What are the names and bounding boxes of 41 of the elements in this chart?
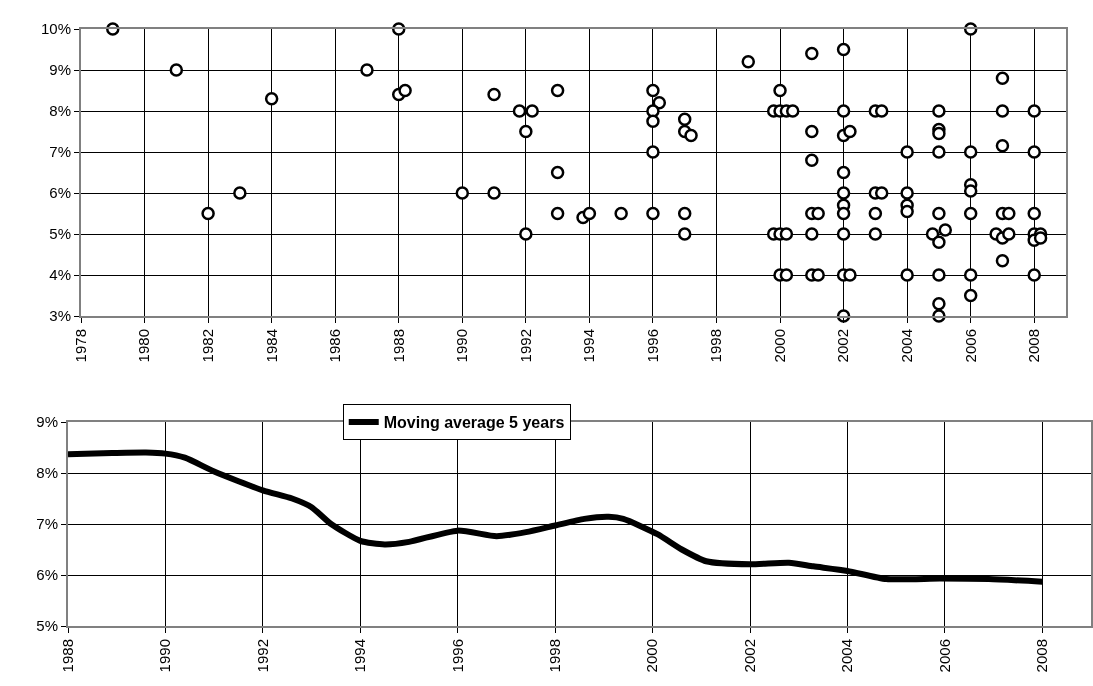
y-tick-label: 4% [49,266,71,284]
y-tick-label: 9% [49,61,71,79]
legend-label: Moving average 5 years [383,414,565,432]
x-tick-label: 2004 [838,639,856,673]
x-tick-label: 2000 [643,639,661,673]
x-tick-label: 2006 [961,329,979,363]
x-tick-label: 1980 [135,329,153,363]
x-tick-label: 2008 [1025,329,1043,363]
x-tick-label: 1990 [453,329,471,363]
x-tick-label: 1982 [198,329,216,363]
x-tick-label: 1998 [546,639,564,673]
x-tick-label: 1978 [71,329,89,363]
y-tick-label: 6% [36,566,58,584]
x-tick-label: 2006 [935,639,953,673]
y-tick-label: 5% [49,225,71,243]
y-tick-label: 3% [49,307,71,325]
x-tick-label: 2008 [1033,639,1051,673]
x-tick-label: 1994 [351,639,369,673]
x-tick-label: 2004 [898,329,916,363]
x-tick-label: 1988 [58,639,76,673]
x-tick-label: 1996 [643,329,661,363]
x-tick-label: 1996 [448,639,466,673]
x-tick-label: 1990 [156,639,174,673]
y-tick-label: 10% [40,20,71,38]
x-tick-label: 1992 [516,329,534,363]
x-tick-label: 2002 [834,329,852,363]
x-tick-label: 2000 [770,329,788,363]
y-tick-label: 5% [36,617,58,635]
y-tick-label: 8% [36,464,58,482]
x-tick-label: 1984 [262,329,280,363]
y-tick-label: 7% [49,143,71,161]
x-tick-label: 1994 [580,329,598,363]
y-tick-label: 6% [49,184,71,202]
y-tick-label: 9% [36,413,58,431]
x-tick-label: 1992 [253,639,271,673]
x-tick-label: 1986 [326,329,344,363]
y-tick-label: 8% [49,102,71,120]
x-tick-label: 1998 [707,329,725,363]
x-tick-label: 1988 [389,329,407,363]
x-tick-label: 2002 [740,639,758,673]
y-tick-label: 7% [36,515,58,533]
